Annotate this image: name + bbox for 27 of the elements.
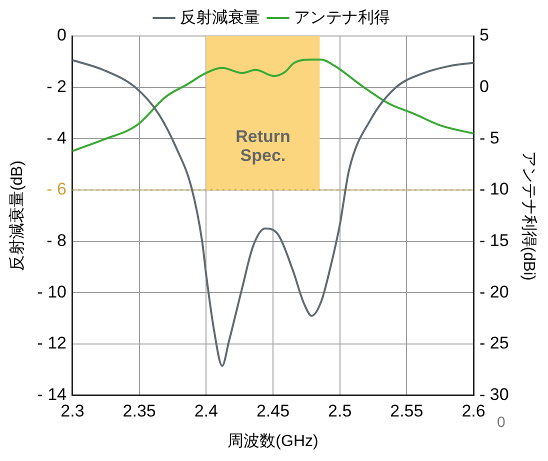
band-label: Return Spec. [236, 127, 290, 166]
y-tick-label: - 12 [37, 334, 66, 353]
x-tick-label: 2.35 [122, 401, 156, 420]
y2-tick-label: 5 [480, 26, 489, 45]
x-tick-label: 2.5 [328, 401, 352, 420]
y-tick-label: - 6 [46, 180, 66, 199]
y-tick-label: - 2 [46, 77, 66, 96]
y2-tick-label: - 5 [480, 128, 500, 148]
legend-label: アンテナ利得 [294, 8, 390, 26]
y-tick-label: - 4 [46, 128, 66, 148]
y-tick-label: - 10 [37, 282, 66, 302]
legend-label: 反射減衰量 [180, 8, 260, 26]
x-tick-label: 2.45 [256, 401, 290, 420]
y-tick-label: - 8 [46, 231, 66, 250]
y2-tick-label: - 10 [480, 180, 509, 199]
y-tick-label: 0 [57, 26, 66, 45]
y2-tick-label: - 20 [480, 282, 509, 302]
y2-tick-label: - 15 [480, 231, 509, 250]
line-series [72, 59, 474, 367]
x-axis-title: 周波数(GHz) [228, 432, 318, 450]
x-tick-label: 2.4 [194, 401, 218, 420]
y2-tick-label: 0 [480, 77, 489, 96]
y2-tick-label: - 25 [480, 334, 509, 353]
y-axis-title: 反射減衰量(dB) [8, 160, 26, 271]
x-tick-label: 2.55 [390, 401, 424, 420]
y2-axis-title: アンテナ利得(dBi) [520, 150, 538, 281]
text: 0 [497, 414, 506, 431]
